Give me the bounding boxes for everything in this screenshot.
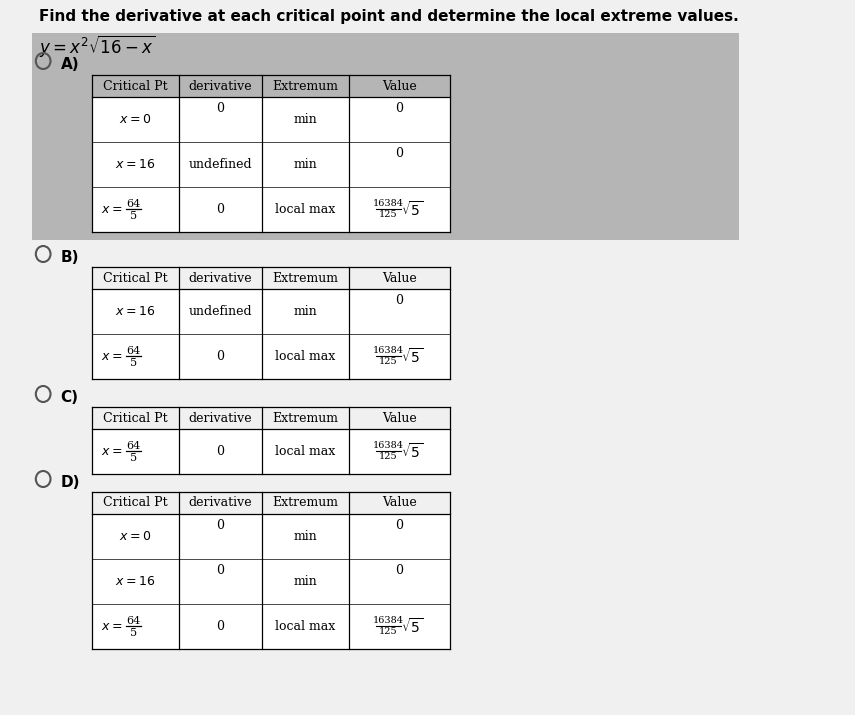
Text: local max: local max (275, 350, 335, 363)
Text: Value: Value (382, 79, 417, 92)
Text: $\sqrt{5}$: $\sqrt{5}$ (401, 200, 423, 219)
Text: $x =$: $x =$ (101, 445, 122, 458)
Text: B): B) (61, 250, 80, 265)
Text: 64: 64 (127, 345, 141, 355)
Text: Critical Pt: Critical Pt (103, 79, 168, 92)
Text: $x = 0$: $x = 0$ (120, 530, 151, 543)
Text: 0: 0 (216, 350, 225, 363)
Text: 0: 0 (216, 102, 225, 115)
Text: min: min (293, 158, 317, 171)
Text: 125: 125 (380, 210, 398, 219)
Text: 5: 5 (130, 628, 137, 638)
Text: local max: local max (275, 445, 335, 458)
Text: 0: 0 (396, 564, 404, 577)
Bar (91, 604, 450, 649)
Text: 125: 125 (380, 357, 398, 366)
Text: 0: 0 (396, 147, 404, 160)
Bar (91, 334, 450, 379)
Text: $\sqrt{5}$: $\sqrt{5}$ (401, 347, 423, 366)
Text: 16384: 16384 (373, 199, 404, 208)
Bar (91, 142, 450, 187)
Text: 16384: 16384 (373, 616, 404, 625)
Text: derivative: derivative (189, 79, 252, 92)
Text: Critical Pt: Critical Pt (103, 496, 168, 510)
Text: 0: 0 (216, 519, 225, 532)
Text: A): A) (61, 57, 80, 72)
Text: $x =$: $x =$ (101, 350, 122, 363)
Bar (91, 97, 450, 142)
Text: min: min (293, 575, 317, 588)
Text: min: min (293, 113, 317, 126)
Text: $x = 16$: $x = 16$ (115, 305, 156, 318)
Text: 0: 0 (216, 445, 225, 458)
Text: $x = 16$: $x = 16$ (115, 158, 156, 171)
Bar (91, 187, 450, 232)
Bar (91, 289, 450, 334)
Bar (32, 33, 740, 240)
Text: Value: Value (382, 412, 417, 425)
Text: 16384: 16384 (373, 441, 404, 450)
Text: undefined: undefined (189, 305, 252, 318)
Text: local max: local max (275, 620, 335, 633)
Text: undefined: undefined (189, 158, 252, 171)
Text: min: min (293, 530, 317, 543)
Text: derivative: derivative (189, 272, 252, 285)
Text: derivative: derivative (189, 412, 252, 425)
Text: Extremum: Extremum (273, 79, 339, 92)
Text: 0: 0 (216, 203, 225, 216)
Text: 5: 5 (130, 358, 137, 368)
Text: 125: 125 (380, 452, 398, 461)
Text: $x =$: $x =$ (101, 203, 122, 216)
Text: Value: Value (382, 272, 417, 285)
Text: $x =$: $x =$ (101, 620, 122, 633)
Text: 0: 0 (396, 519, 404, 532)
Text: 0: 0 (216, 620, 225, 633)
Text: 16384: 16384 (373, 346, 404, 355)
Text: Extremum: Extremum (273, 412, 339, 425)
Text: 5: 5 (130, 453, 137, 463)
Text: 64: 64 (127, 440, 141, 450)
Text: 125: 125 (380, 627, 398, 636)
Text: 64: 64 (127, 199, 141, 209)
Text: $x = 0$: $x = 0$ (120, 113, 151, 126)
Text: 5: 5 (130, 210, 137, 220)
Text: 64: 64 (127, 616, 141, 626)
Text: Extremum: Extremum (273, 272, 339, 285)
Text: $\sqrt{5}$: $\sqrt{5}$ (401, 617, 423, 636)
Text: local max: local max (275, 203, 335, 216)
Bar (91, 559, 450, 604)
Text: D): D) (61, 475, 80, 490)
Text: $\sqrt{5}$: $\sqrt{5}$ (401, 442, 423, 461)
Text: 0: 0 (396, 102, 404, 115)
Text: Critical Pt: Critical Pt (103, 272, 168, 285)
Bar (91, 429, 450, 474)
Text: min: min (293, 305, 317, 318)
Text: C): C) (61, 390, 79, 405)
Text: Value: Value (382, 496, 417, 510)
Text: derivative: derivative (189, 496, 252, 510)
Text: 0: 0 (396, 294, 404, 307)
Text: Critical Pt: Critical Pt (103, 412, 168, 425)
Text: Extremum: Extremum (273, 496, 339, 510)
Text: $x = 16$: $x = 16$ (115, 575, 156, 588)
Bar (91, 514, 450, 559)
Text: 0: 0 (216, 564, 225, 577)
Text: $y = x^2\sqrt{16-x}$: $y = x^2\sqrt{16-x}$ (38, 33, 155, 59)
Text: Find the derivative at each critical point and determine the local extreme value: Find the derivative at each critical poi… (38, 9, 739, 24)
